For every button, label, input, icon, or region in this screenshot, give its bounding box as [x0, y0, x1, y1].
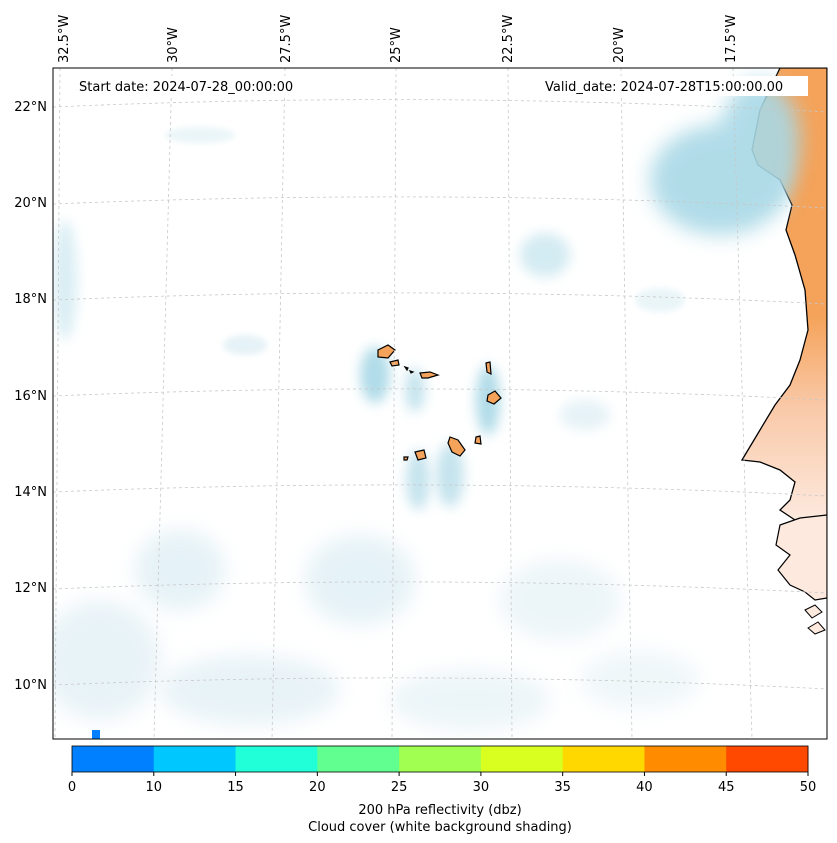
lat-label: 16°N [14, 389, 47, 404]
graticule [53, 68, 827, 739]
colorbar-tick-label: 45 [718, 780, 735, 795]
valid-date-box [540, 76, 808, 96]
lat-label: 22°N [14, 100, 47, 115]
lat-label: 20°N [14, 196, 47, 211]
start-date-label: Start date: 2024-07-28_00:00:00 [79, 80, 293, 95]
africa-land-south [775, 514, 827, 601]
lon-label: 32.5°W [57, 15, 72, 63]
colorbar-tick-label: 35 [554, 780, 571, 795]
colorbar-tick-label: 25 [391, 780, 408, 795]
longitude-labels: 32.5°W 30°W 27.5°W 25°W 22.5°W 20°W 17.5… [57, 15, 739, 63]
colorbar: 0 10 15 20 25 30 35 40 45 50 [68, 745, 817, 795]
colorbar-label-line2: Cloud cover (white background shading) [308, 820, 572, 835]
colorbar-segment [644, 746, 727, 772]
lat-label: 18°N [14, 292, 47, 307]
colorbar-tick-label: 20 [309, 780, 326, 795]
island-santiago [447, 436, 466, 457]
island-boa-vista [486, 390, 502, 405]
map-panel [53, 68, 827, 739]
reflectivity-patch [92, 730, 100, 739]
lon-label: 17.5°W [724, 15, 739, 63]
colorbar-segment [399, 746, 482, 772]
colorbar-tick-label: 30 [473, 780, 490, 795]
colorbar-segment [235, 746, 318, 772]
colorbar-segment [317, 746, 400, 772]
lon-label: 27.5°W [279, 15, 294, 63]
colorbar-segment [480, 746, 564, 772]
colorbar-tick-label: 15 [227, 780, 244, 795]
lat-label: 12°N [14, 581, 47, 596]
colorbar-segment [562, 746, 645, 772]
lat-label: 14°N [14, 485, 47, 500]
island-santo-antao [377, 344, 396, 359]
cape-verde-islands [377, 344, 502, 461]
colorbar-segment [72, 746, 155, 772]
island-sao-nicolau [419, 371, 440, 379]
valid-date-label: Valid_date: 2024-07-28T15:00:00.00 [545, 80, 783, 95]
map-frame [52, 67, 828, 740]
colorbar-tick-label: 10 [146, 780, 163, 795]
cloud-cover-shading [53, 80, 800, 730]
colorbar-tick-label: 40 [636, 780, 653, 795]
lat-label: 10°N [14, 678, 47, 693]
lon-label: 25°W [389, 27, 404, 63]
colorbar-segment [726, 746, 809, 772]
island-sal [485, 361, 492, 376]
colorbar-segment [153, 746, 237, 772]
colorbar-frame [71, 745, 809, 773]
lon-label: 20°W [612, 27, 627, 63]
colorbar-tick-label: 50 [800, 780, 817, 795]
lon-label: 30°W [166, 27, 181, 63]
colorbar-tick-label: 0 [68, 780, 76, 795]
lon-label: 22.5°W [501, 15, 516, 63]
island-fogo [414, 449, 427, 461]
colorbar-label-line1: 200 hPa reflectivity (dbz) [358, 803, 521, 818]
island-brava [403, 456, 409, 461]
latitude-labels: 22°N 20°N 18°N 16°N 14°N 12°N 10°N [14, 100, 47, 693]
start-date-box [75, 76, 315, 96]
island-maio [474, 435, 482, 445]
